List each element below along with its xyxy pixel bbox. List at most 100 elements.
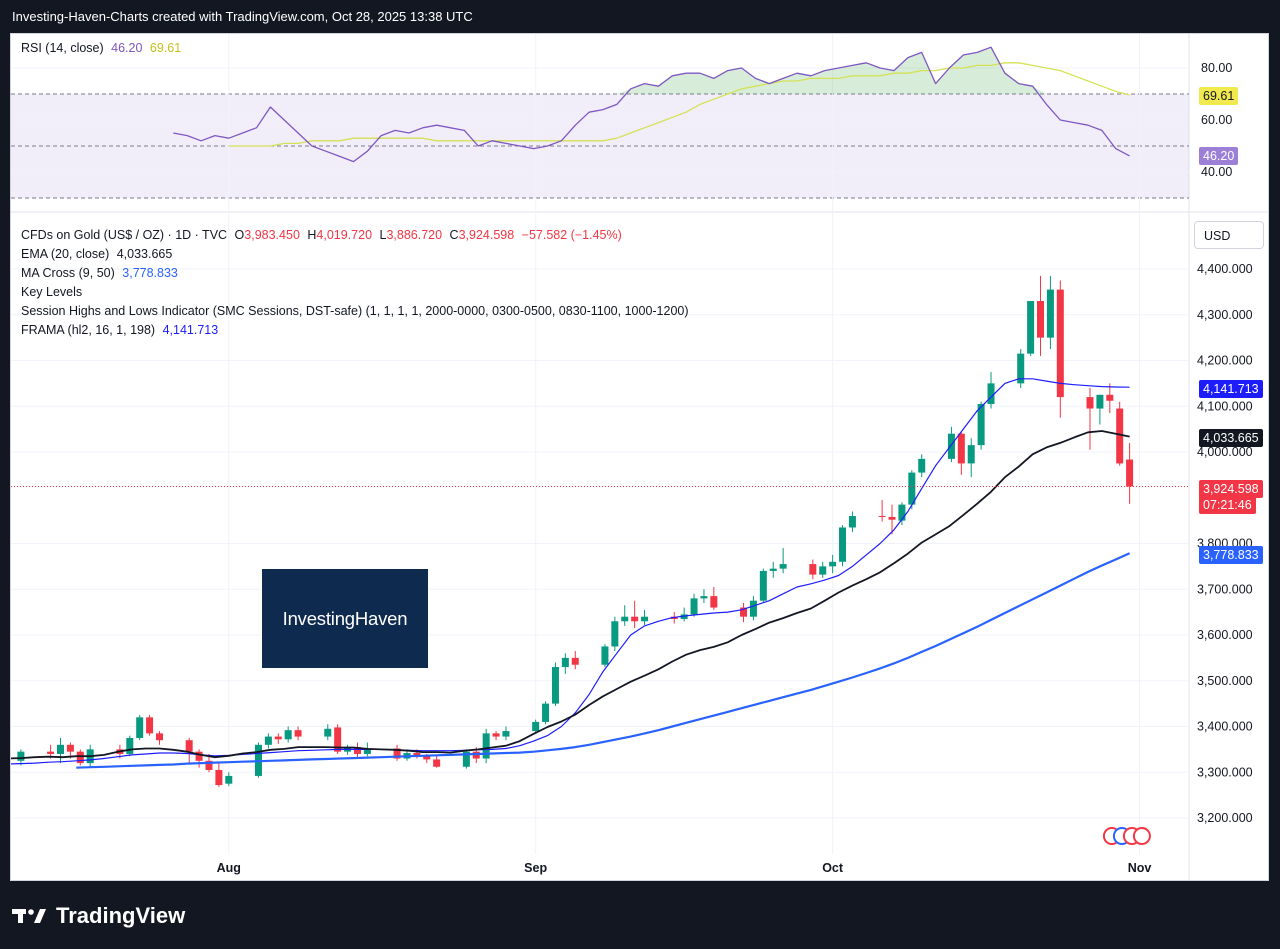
price-tick-label: 3,700.000 — [1197, 582, 1253, 596]
candle-body-up — [532, 721, 540, 732]
price-tick-label: 3,400.000 — [1197, 720, 1253, 734]
candle-body-up — [126, 737, 134, 754]
candle-body-up — [898, 504, 906, 521]
candle-body-down — [1056, 289, 1064, 398]
price-tick-label: 3,300.000 — [1197, 765, 1253, 779]
candle-body-up — [967, 445, 975, 464]
countdown-tag: 07:21:46 — [1199, 496, 1256, 514]
candle-body-up — [551, 667, 559, 704]
tradingview-logo-icon — [12, 909, 46, 923]
rsi-tick-label: 80.00 — [1201, 61, 1232, 75]
main-legend[interactable]: CFDs on Gold (US$ / OZ) · 1D · TVC O3,98… — [21, 226, 693, 340]
close-value: 3,924.598 — [458, 228, 515, 242]
candle-body-down — [155, 733, 163, 741]
candle-body-down — [710, 596, 718, 608]
high-label: H — [307, 228, 317, 242]
candle-body-down — [205, 760, 213, 770]
candle-body-down — [740, 607, 748, 617]
candle-body-up — [908, 472, 916, 505]
candle-body-down — [66, 744, 74, 752]
economic-event-icon — [1132, 827, 1151, 845]
candle-body-up — [977, 403, 985, 446]
candle-body-up — [848, 516, 856, 528]
close-label: C — [449, 228, 459, 242]
candle-body-up — [1046, 289, 1054, 338]
candle-body-up — [1027, 301, 1035, 354]
ema20-line — [11, 430, 1130, 760]
high-value: 4,019.720 — [316, 228, 373, 242]
candle-body-up — [819, 566, 827, 575]
candle-body-up — [363, 748, 371, 754]
frama-legend-name: FRAMA (hl2, 16, 1, 198) — [21, 323, 156, 337]
session-legend-row[interactable]: Session Highs and Lows Indicator (SMC Se… — [21, 302, 693, 321]
price-tick-label: 4,000.000 — [1197, 445, 1253, 459]
candle-body-up — [829, 561, 837, 567]
investinghaven-logo: InvestingHaven — [262, 569, 428, 668]
candle-body-up — [749, 600, 757, 617]
candle-body-down — [1037, 301, 1045, 338]
rsi-price-tag: 46.20 — [1199, 147, 1239, 165]
ema-legend-name: EMA (20, close) — [21, 247, 110, 261]
candle-body-up — [690, 598, 698, 615]
candle-body-up — [759, 570, 767, 601]
candle-body-up — [482, 733, 490, 759]
candle-body-down — [888, 516, 896, 520]
ma-cross-legend-row[interactable]: MA Cross (9, 50) 3,778.833 — [21, 264, 693, 283]
key-levels-legend-row[interactable]: Key Levels — [21, 283, 693, 302]
rsi-legend-name: RSI (14, close) — [21, 41, 104, 55]
candle-body-up — [1017, 353, 1025, 384]
ma-cross-legend-value: 3,778.833 — [122, 266, 178, 280]
candle-body-up — [621, 616, 629, 622]
candle-body-down — [47, 751, 55, 754]
close-price-tag: 3,924.598 — [1199, 480, 1263, 498]
candle-body-up — [324, 728, 332, 737]
frama-legend-row[interactable]: FRAMA (hl2, 16, 1, 198) 4,141.713 — [21, 321, 693, 340]
rsi-legend-value: 46.20 — [111, 41, 143, 55]
rsi-overbought-fill — [173, 47, 1130, 94]
tradingview-brand[interactable]: TradingView — [12, 900, 185, 932]
rsi-tick-label: 40.00 — [1201, 165, 1232, 179]
open-value: 3,983.450 — [244, 228, 300, 242]
candle-body-up — [700, 596, 708, 599]
candle-body-up — [641, 616, 649, 622]
candle-body-down — [334, 727, 342, 752]
currency-button[interactable]: USD — [1194, 221, 1264, 249]
low-label: L — [379, 228, 387, 242]
candle-body-down — [393, 748, 401, 759]
candle-body-down — [413, 753, 421, 757]
candle-body-down — [274, 736, 282, 740]
header-title: Investing-Haven-Charts created with Trad… — [12, 9, 473, 24]
candle-body-up — [680, 614, 688, 619]
symbol-row[interactable]: CFDs on Gold (US$ / OZ) · 1D · TVC O3,98… — [21, 226, 693, 245]
rsi-legend[interactable]: RSI (14, close) 46.20 69.61 — [21, 41, 185, 55]
candle-body-up — [918, 458, 926, 473]
change-value: −57.582 (−1.45%) — [521, 228, 622, 242]
candle-body-up — [779, 564, 787, 569]
candle-body-up — [561, 657, 569, 668]
candle-body-down — [353, 747, 361, 754]
price-tick-label: 3,600.000 — [1197, 628, 1253, 642]
symbol-name: CFDs on Gold (US$ / OZ) · 1D · TVC — [21, 228, 228, 242]
ema-legend-value: 4,033.665 — [116, 247, 173, 261]
candle-body-up — [264, 736, 272, 745]
price-tick-label: 4,400.000 — [1197, 262, 1253, 276]
candle-body-down — [1106, 394, 1114, 401]
candle-body-down — [185, 740, 193, 752]
price-tick-label: 4,200.000 — [1197, 354, 1253, 368]
candle-body-up — [136, 717, 144, 738]
chart-canvas[interactable]: 80.00 60.00 40.00 4,400.000 4,300.000 4,200.0… — [11, 34, 1268, 880]
candle-body-up — [542, 703, 550, 722]
candle-body-up — [502, 731, 510, 737]
ema-price-tag: 4,033.665 — [1199, 429, 1263, 447]
candle-body-up — [462, 751, 470, 767]
ema-legend-row[interactable]: EMA (20, close) 4,033.665 — [21, 245, 693, 264]
key-levels-legend-name: Key Levels — [21, 285, 83, 299]
candle-body-down — [195, 751, 203, 761]
session-legend-name: Session Highs and Lows Indicator (SMC Se… — [21, 304, 689, 318]
candle-body-down — [809, 564, 817, 575]
candle-body-up — [611, 621, 619, 647]
rsi-line — [173, 46, 1130, 163]
chart-frame[interactable]: 80.00 60.00 40.00 4,400.000 4,300.000 4,200.0… — [10, 33, 1269, 881]
time-tick-label: Sep — [524, 861, 547, 875]
candle-body-down — [215, 769, 223, 786]
